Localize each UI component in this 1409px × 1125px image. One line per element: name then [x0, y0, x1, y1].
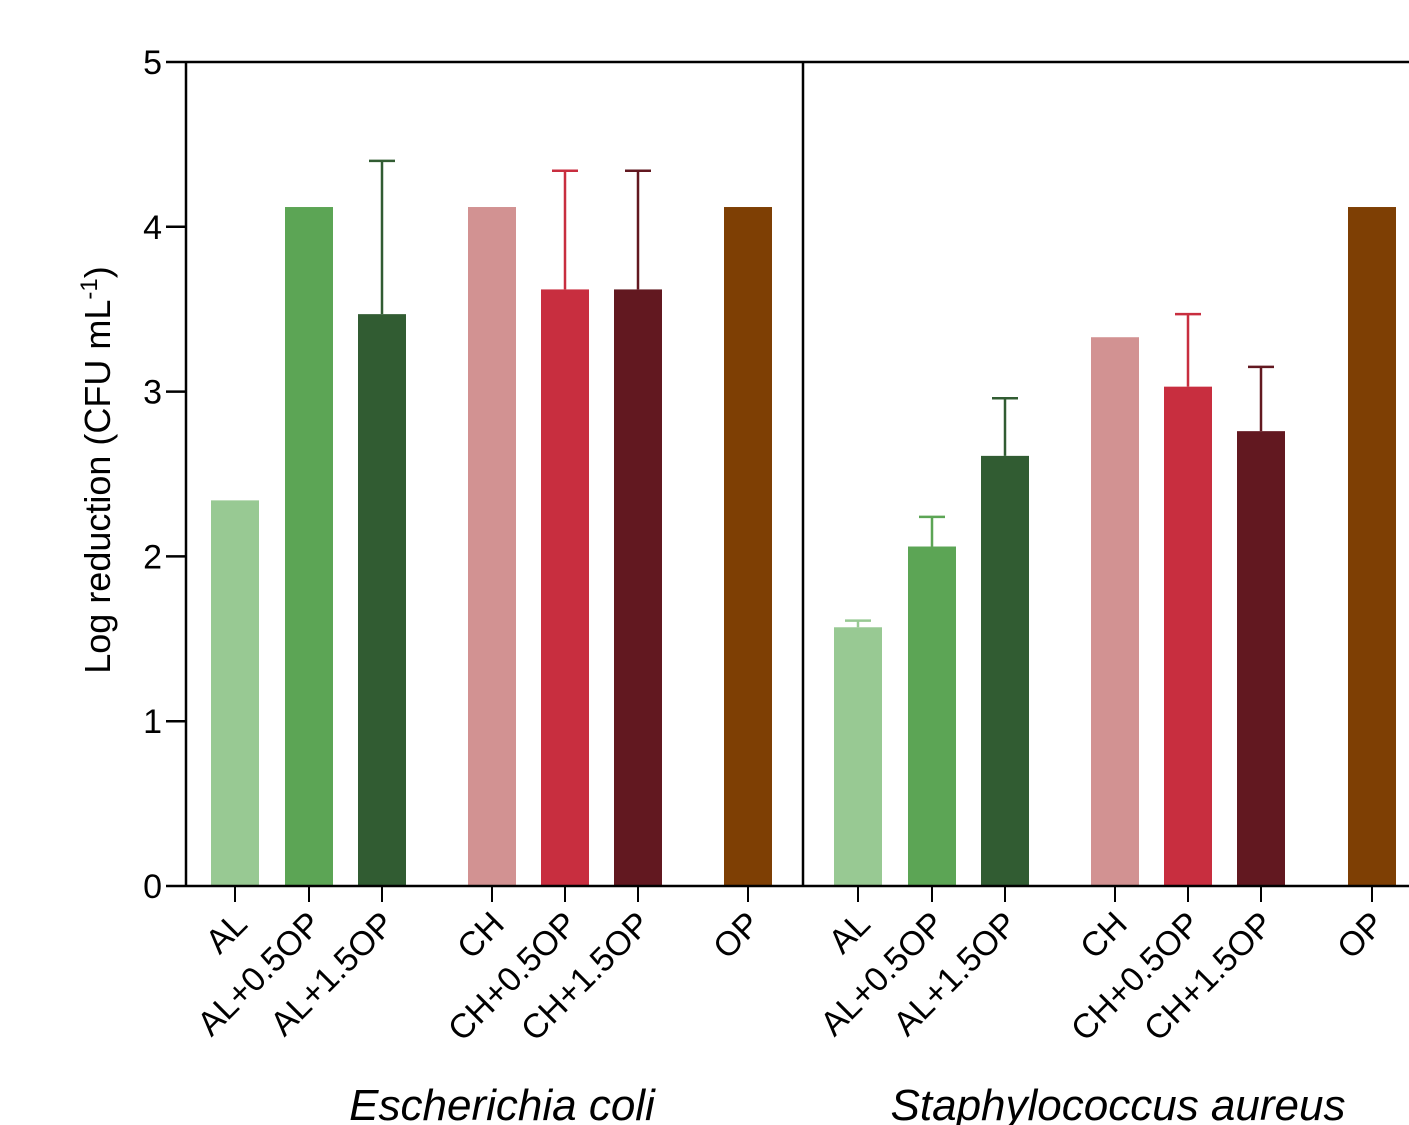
x-tick-label-escherichia-coli-ch: CH	[450, 905, 512, 967]
bars-layer	[211, 207, 1396, 887]
bar-escherichia-coli-al-plus-0-5op	[285, 207, 333, 887]
y-axis-title-main: Log reduction (CFU mL	[77, 300, 118, 674]
y-tick-label-4: 4	[143, 209, 162, 247]
bar-escherichia-coli-al	[211, 500, 259, 886]
y-tick-label-5: 5	[143, 44, 162, 82]
error-bars-layer	[369, 159, 1274, 628]
y-axis-title-close: )	[77, 266, 118, 278]
bar-staphylococcus-aureus-op	[1348, 207, 1396, 887]
y-axis-title-superscript: -1	[76, 278, 103, 299]
bar-escherichia-coli-ch-plus-1-5op	[614, 289, 662, 886]
y-tick-label-1: 1	[143, 703, 162, 741]
group-label-escherichia-coli: Escherichia coli	[349, 1081, 656, 1125]
y-tick-label-2: 2	[143, 538, 162, 576]
bar-staphylococcus-aureus-ch	[1091, 337, 1139, 886]
bar-escherichia-coli-ch	[468, 207, 516, 887]
x-tick-label-staphylococcus-aureus-op: OP	[1330, 905, 1392, 967]
bar-staphylococcus-aureus-ch-plus-0-5op	[1164, 386, 1212, 886]
bar-escherichia-coli-op	[724, 207, 772, 887]
x-tick-label-staphylococcus-aureus-al: AL	[821, 905, 877, 961]
x-tick-label-escherichia-coli-al: AL	[198, 905, 254, 961]
x-tick-label-staphylococcus-aureus-ch: CH	[1073, 905, 1135, 967]
bar-escherichia-coli-al-plus-1-5op	[358, 314, 406, 886]
y-tick-label-3: 3	[143, 374, 162, 412]
bar-staphylococcus-aureus-al-plus-0-5op	[908, 546, 956, 886]
y-tick-label-0: 0	[143, 868, 162, 906]
y-axis-title: Log reduction (CFU mL-1)	[76, 266, 119, 674]
bar-staphylococcus-aureus-al-plus-1-5op	[981, 455, 1029, 886]
group-label-staphylococcus-aureus: Staphylococcus aureus	[891, 1081, 1346, 1125]
bar-staphylococcus-aureus-ch-plus-1-5op	[1237, 431, 1285, 886]
x-tick-label-escherichia-coli-op: OP	[706, 905, 768, 967]
axes-layer	[166, 60, 1409, 902]
bar-escherichia-coli-ch-plus-0-5op	[541, 289, 589, 886]
bar-staphylococcus-aureus-al	[834, 627, 882, 886]
